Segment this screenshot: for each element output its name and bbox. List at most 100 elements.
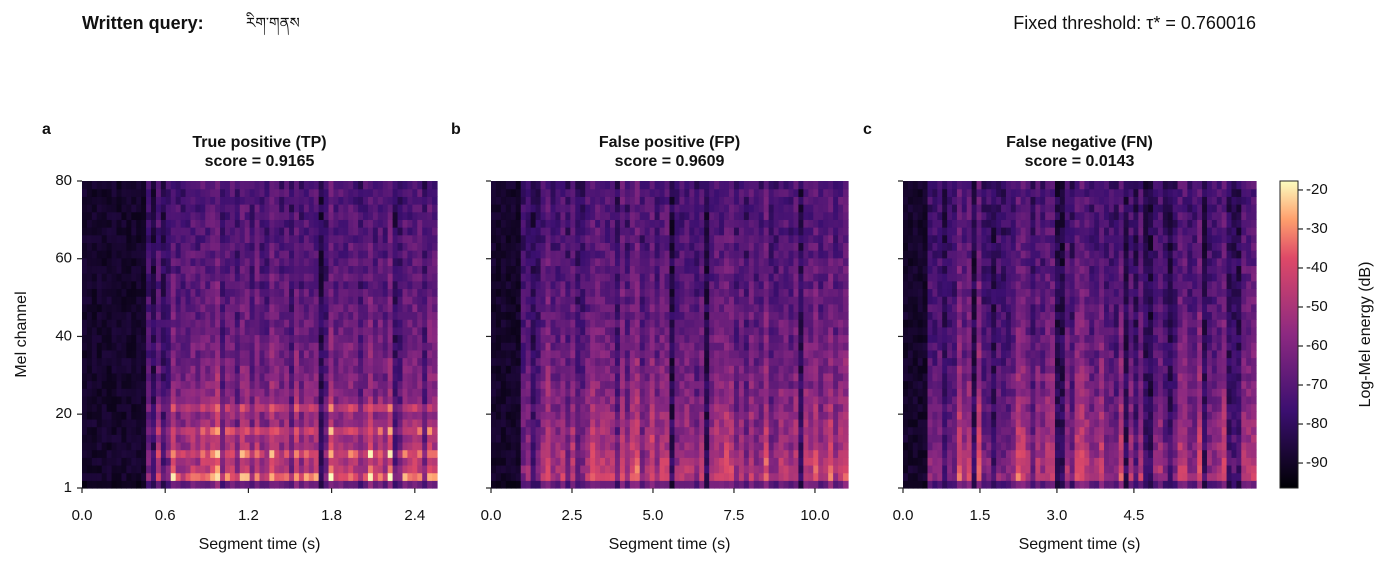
spectrogram-cell <box>491 472 497 481</box>
spectrogram-cell <box>407 372 413 382</box>
spectrogram-cell <box>303 196 310 205</box>
spectrogram-cell <box>234 403 241 412</box>
spectrogram-cell <box>495 441 502 451</box>
spectrogram-cell <box>323 250 330 259</box>
spectrogram-cell <box>605 457 611 466</box>
spectrogram-cell <box>155 257 162 267</box>
spectrogram-cell <box>590 434 596 443</box>
spectrogram-cell <box>629 426 636 435</box>
spectrogram-cell <box>86 457 93 466</box>
spectrogram-cell <box>224 227 231 236</box>
spectrogram-cell <box>654 265 661 274</box>
spectrogram-cell <box>210 380 216 389</box>
spectrogram-cell <box>343 211 349 220</box>
spectrogram-cell <box>634 334 641 343</box>
spectrogram-cell <box>397 480 404 489</box>
spectrogram-cell <box>525 418 532 428</box>
spectrogram-cell <box>629 219 636 228</box>
spectrogram-cell <box>520 188 527 197</box>
spectrogram-cell <box>694 372 700 382</box>
spectrogram-cell <box>372 480 379 489</box>
spectrogram-cell <box>704 365 710 374</box>
spectrogram-cell <box>338 303 344 313</box>
spectrogram-cell <box>170 403 177 412</box>
spectrogram-cell <box>699 265 705 274</box>
spectrogram-cell <box>151 311 157 320</box>
spectrogram-cell <box>343 411 349 420</box>
spectrogram-cell <box>308 395 315 405</box>
spectrogram-cell <box>298 326 305 336</box>
spectrogram-cell <box>694 296 700 305</box>
spectrogram-cell <box>141 234 147 243</box>
spectrogram-cell <box>116 472 123 481</box>
spectrogram-cell <box>348 196 354 205</box>
spectrogram-cell <box>195 380 201 389</box>
spectrogram-cell <box>560 418 566 428</box>
spectrogram-cell <box>106 242 113 251</box>
spectrogram-cell <box>624 372 631 382</box>
spectrogram-cell <box>195 326 201 336</box>
spectrogram-cell <box>694 380 700 389</box>
spectrogram-cell <box>743 403 750 412</box>
spectrogram-cell <box>205 227 211 236</box>
spectrogram-cell <box>520 357 527 366</box>
spectrogram-cell <box>709 280 715 290</box>
spectrogram-cell <box>724 365 730 374</box>
spectrogram-cell <box>570 288 576 297</box>
spectrogram-cell <box>689 265 695 274</box>
spectrogram-cell <box>733 257 740 267</box>
spectrogram-cell <box>96 257 103 267</box>
spectrogram-cell <box>303 204 310 213</box>
spectrogram-cell <box>530 388 537 397</box>
spectrogram-cell <box>614 204 621 213</box>
spectrogram-cell <box>303 342 310 351</box>
spectrogram-cell <box>151 257 157 267</box>
spectrogram-cell <box>333 188 339 197</box>
spectrogram-cell <box>308 250 315 259</box>
spectrogram-cell <box>195 418 201 428</box>
spectrogram-cell <box>195 288 201 297</box>
spectrogram-cell <box>348 434 354 443</box>
spectrogram-cell <box>387 449 394 458</box>
spectrogram-cell <box>348 311 354 320</box>
spectrogram-cell <box>694 319 700 328</box>
spectrogram-cell <box>545 449 552 458</box>
spectrogram-cell <box>709 395 715 405</box>
spectrogram-cell <box>729 480 735 489</box>
spectrogram-cell <box>254 326 261 336</box>
spectrogram-cell <box>121 372 127 382</box>
spectrogram-cell <box>427 288 433 297</box>
spectrogram-cell <box>669 334 676 343</box>
spectrogram-cell <box>195 365 201 374</box>
spectrogram-cell <box>363 395 369 405</box>
spectrogram-cell <box>338 334 344 343</box>
spectrogram-cell <box>743 411 750 420</box>
spectrogram-cell <box>689 349 695 359</box>
spectrogram-cell <box>629 265 636 274</box>
spectrogram-cell <box>86 388 93 397</box>
spectrogram-cell <box>575 288 581 297</box>
spectrogram-cell <box>136 219 142 228</box>
spectrogram-cell <box>259 380 266 389</box>
spectrogram-cell <box>664 411 671 420</box>
spectrogram-cell <box>580 303 586 313</box>
spectrogram-cell <box>402 334 409 343</box>
spectrogram-cell <box>224 380 231 389</box>
spectrogram-cell <box>313 449 320 458</box>
spectrogram-cell <box>116 265 123 274</box>
spectrogram-cell <box>619 311 626 320</box>
spectrogram-cell <box>363 480 369 489</box>
spectrogram-cell <box>500 181 507 190</box>
spectrogram-cell <box>392 234 399 243</box>
spectrogram-cell <box>338 296 344 305</box>
spectrogram-cell <box>82 457 88 466</box>
spectrogram-cell <box>151 357 157 366</box>
spectrogram-cell <box>719 257 725 267</box>
spectrogram-cell <box>377 227 384 236</box>
y-tick-label: 80 <box>55 172 72 189</box>
spectrogram-cell <box>644 204 651 213</box>
spectrogram-cell <box>249 372 256 382</box>
spectrogram-cell <box>126 380 132 389</box>
spectrogram-cell <box>372 273 379 282</box>
spectrogram-cell <box>180 234 187 243</box>
